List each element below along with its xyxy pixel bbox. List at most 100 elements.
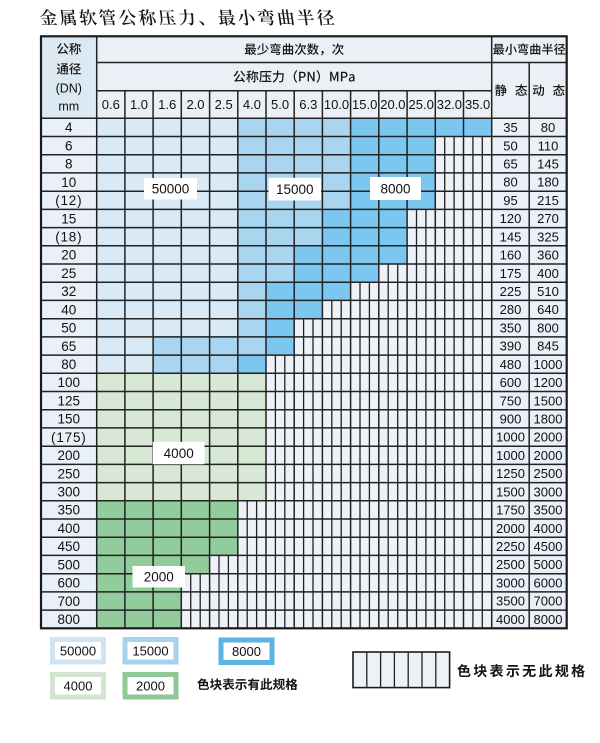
svg-text:40: 40 [61, 302, 76, 317]
svg-text:15: 15 [61, 211, 76, 226]
svg-text:95: 95 [503, 193, 517, 208]
svg-text:750: 750 [500, 393, 522, 408]
svg-text:4500: 4500 [534, 539, 563, 554]
svg-text:200: 200 [58, 448, 81, 463]
svg-text:50: 50 [61, 321, 76, 336]
svg-text:1800: 1800 [534, 412, 563, 427]
svg-text:(175): (175) [51, 430, 87, 445]
svg-text:300: 300 [58, 485, 81, 500]
svg-text:225: 225 [500, 284, 522, 299]
svg-text:150: 150 [58, 412, 81, 427]
svg-text:4000: 4000 [64, 679, 93, 694]
svg-text:510: 510 [537, 284, 559, 299]
svg-text:20.0: 20.0 [380, 97, 405, 112]
svg-text:100: 100 [58, 375, 81, 390]
svg-text:(12): (12) [55, 193, 82, 208]
svg-text:3000: 3000 [496, 576, 525, 591]
svg-text:15000: 15000 [132, 644, 168, 659]
svg-text:2000: 2000 [534, 448, 563, 463]
svg-text:1.0: 1.0 [130, 97, 148, 112]
svg-text:390: 390 [500, 339, 522, 354]
svg-text:350: 350 [500, 321, 522, 336]
svg-text:640: 640 [537, 302, 559, 317]
svg-text:145: 145 [500, 229, 522, 244]
svg-text:110: 110 [538, 138, 559, 153]
svg-text:80: 80 [503, 175, 517, 190]
svg-text:600: 600 [58, 576, 81, 591]
svg-text:3500: 3500 [534, 503, 563, 518]
svg-text:160: 160 [500, 248, 522, 263]
svg-text:250: 250 [58, 466, 81, 481]
svg-text:6000: 6000 [534, 576, 563, 591]
svg-text:1000: 1000 [534, 357, 563, 372]
svg-text:145: 145 [537, 157, 559, 172]
svg-text:0.6: 0.6 [102, 97, 120, 112]
svg-text:6: 6 [65, 138, 73, 153]
svg-text:8: 8 [65, 157, 73, 172]
svg-text:125: 125 [58, 393, 81, 408]
svg-text:(DN): (DN) [56, 82, 82, 96]
svg-text:400: 400 [58, 521, 81, 536]
svg-text:50000: 50000 [152, 182, 190, 197]
svg-text:35.0: 35.0 [465, 97, 490, 112]
svg-text:4000: 4000 [534, 521, 563, 536]
svg-text:2000: 2000 [534, 430, 563, 445]
svg-text:4.0: 4.0 [243, 97, 261, 112]
svg-text:4000: 4000 [164, 446, 194, 461]
svg-text:4000: 4000 [496, 612, 525, 627]
svg-text:25.0: 25.0 [409, 97, 434, 112]
svg-text:15000: 15000 [276, 182, 314, 197]
svg-text:900: 900 [500, 412, 522, 427]
svg-text:3000: 3000 [534, 484, 563, 499]
svg-text:450: 450 [58, 539, 81, 554]
svg-text:1500: 1500 [534, 393, 563, 408]
svg-text:5000: 5000 [534, 557, 563, 572]
svg-text:65: 65 [503, 157, 517, 172]
svg-text:2.0: 2.0 [186, 97, 204, 112]
svg-text:800: 800 [58, 612, 81, 627]
svg-text:120: 120 [500, 211, 522, 226]
svg-text:360: 360 [537, 248, 559, 263]
svg-text:25: 25 [61, 266, 76, 281]
svg-text:32.0: 32.0 [437, 97, 462, 112]
svg-text:1200: 1200 [534, 375, 563, 390]
svg-text:32: 32 [61, 284, 76, 299]
svg-text:3500: 3500 [496, 594, 525, 609]
svg-text:400: 400 [537, 266, 559, 281]
svg-text:20: 20 [61, 248, 76, 263]
svg-text:1250: 1250 [496, 466, 525, 481]
svg-text:700: 700 [58, 594, 81, 609]
svg-text:2000: 2000 [136, 679, 165, 694]
svg-text:(18): (18) [55, 230, 82, 245]
svg-text:1750: 1750 [496, 503, 525, 518]
svg-text:1500: 1500 [496, 484, 525, 499]
svg-text:5.0: 5.0 [271, 97, 289, 112]
svg-text:215: 215 [537, 193, 559, 208]
svg-text:8000: 8000 [380, 181, 410, 196]
svg-text:8000: 8000 [232, 644, 261, 659]
svg-text:2.5: 2.5 [215, 97, 233, 112]
svg-text:1.6: 1.6 [158, 97, 176, 112]
svg-text:15.0: 15.0 [352, 97, 377, 112]
svg-text:1000: 1000 [496, 448, 525, 463]
svg-text:4: 4 [65, 120, 73, 135]
svg-text:35: 35 [503, 120, 517, 135]
svg-text:175: 175 [500, 266, 522, 281]
svg-text:6.3: 6.3 [299, 97, 317, 112]
svg-text:2000: 2000 [496, 521, 525, 536]
svg-text:600: 600 [500, 375, 522, 390]
svg-text:65: 65 [61, 339, 76, 354]
svg-text:mm: mm [58, 100, 79, 114]
svg-text:800: 800 [537, 321, 559, 336]
svg-text:2000: 2000 [144, 570, 174, 585]
svg-text:10.0: 10.0 [324, 97, 349, 112]
svg-text:270: 270 [537, 211, 559, 226]
svg-text:8000: 8000 [534, 612, 563, 627]
svg-text:7000: 7000 [534, 594, 563, 609]
svg-text:80: 80 [61, 357, 76, 372]
svg-text:1000: 1000 [496, 430, 525, 445]
svg-text:500: 500 [58, 557, 81, 572]
svg-text:50000: 50000 [60, 644, 96, 659]
svg-text:10: 10 [61, 175, 76, 190]
svg-text:845: 845 [537, 339, 559, 354]
